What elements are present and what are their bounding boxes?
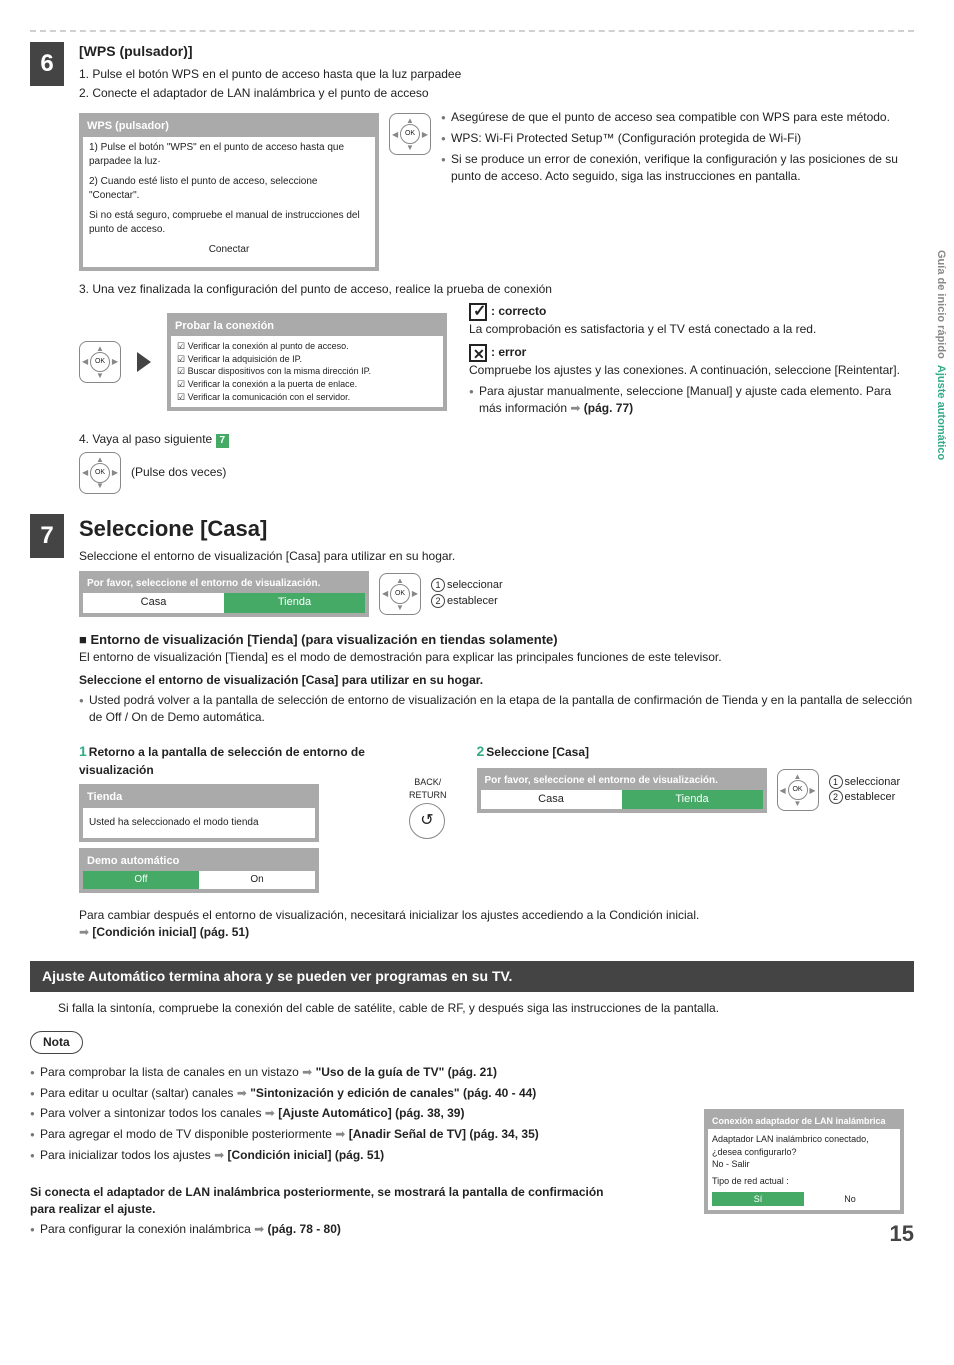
probar-header: Probar la conexión [171,317,443,336]
wlan-panel: Conexión adaptador de LAN inalámbrica Ad… [704,1109,904,1215]
wps-panel-l1: 1) Pulse el botón "WPS" en el punto de a… [89,141,369,169]
probar-c5: Verificar la comunicación con el servido… [177,391,437,404]
env-select-panel-2: Por favor, seleccione el entorno de visu… [477,768,767,813]
env-tienda: Tienda [224,593,365,612]
step6-line4: 4. Vaya al paso siguiente 7 [79,431,914,448]
x-icon [469,344,487,362]
step7-sub: Seleccione el entorno de visualización [… [79,548,914,565]
ok-button-icon-4: ▲▼◀▶ OK [379,573,421,615]
step6-line1: 1. Pulse el botón WPS en el punto de acc… [79,66,914,83]
wps-panel-header: WPS (pulsador) [83,117,375,136]
wps-connect: Conectar [89,243,369,257]
back-return-icon: ↺ [409,803,445,839]
nota-label: Nota [30,1031,83,1054]
step-6: 6 [WPS (pulsador)] 1. Pulse el botón WPS… [30,42,914,494]
tienda-panel-header: Tienda [83,788,315,807]
nota-2: Para editar u ocultar (saltar) canales ➡… [30,1085,914,1102]
correcto-row: : correcto [469,303,914,321]
step7-footer-ref: ➡ [Condición inicial] (pág. 51) [79,924,914,941]
wps-panel: WPS (pulsador) 1) Pulse el botón "WPS" e… [79,113,379,270]
correcto-text: La comprobación es satisfactoria y el TV… [469,321,914,338]
wps-note-2: WPS: Wi-Fi Protected Setup™ (Configuraci… [441,130,914,147]
probar-c1: Verificar la conexión al punto de acceso… [177,340,437,353]
demo-on: On [199,871,315,889]
step6-line2: 2. Conecte el adaptador de LAN inalámbri… [79,85,914,102]
env-casa: Casa [83,593,224,612]
tienda-panel-body: Usted ha seleccionado el modo tienda [83,808,315,838]
wlan-l1: Adaptador LAN inalámbrico conectado, ¿de… [712,1133,896,1158]
probar-c3: Buscar dispositivos con la misma direcci… [177,365,437,378]
probar-panel: Probar la conexión Verificar la conexión… [167,313,447,411]
step6-line3: 3. Una vez finalizada la configuración d… [79,281,914,298]
wlan-yes: Sí [712,1192,804,1207]
error-row: : error [469,344,914,362]
demo-panel: Demo automático Off On [79,848,319,893]
wps-panel-l2: 2) Cuando esté listo el punto de acceso,… [89,175,369,203]
ok-button-icon-2: ▲▼◀▶ OK [79,341,121,383]
sel-label: 1seleccionar [431,578,503,593]
ok-button-icon-3: ▲▼◀▶ OK [79,452,121,494]
step7-heading: Seleccione [Casa] [79,514,914,545]
sel-casa-bullet: Usted podrá volver a la pantalla de sele… [79,692,914,726]
probar-c2: Verificar la adquisición de IP. [177,353,437,366]
step-7: 7 Seleccione [Casa] Seleccione el entorn… [30,514,914,941]
auto-adjust-bar: Ajuste Automático termina ahora y se pue… [30,961,914,993]
wps-panel-l3: Si no está seguro, compruebe el manual d… [89,209,369,237]
back-label: BACK/ RETURN [409,776,447,801]
error-text: Compruebe los ajustes y las conexiones. … [469,362,914,379]
wps-notes: Asegúrese de que el punto de acceso sea … [441,109,914,184]
step-number-7: 7 [30,514,64,558]
error-bullet: Para ajustar manualmente, seleccione [Ma… [469,383,914,417]
wlan-panel-header: Conexión adaptador de LAN inalámbrica [708,1113,900,1130]
side-tab: Guía de inicio rápido Ajuste automático [933,250,948,460]
wlan-later-bullet: Para configurar la conexión inalámbrica … [30,1221,630,1238]
probar-c4: Verificar la conexión a la puerta de enl… [177,378,437,391]
wlan-l3: Tipo de red actual : [712,1175,896,1188]
est-label: 2establecer [431,594,503,609]
sel-casa-bold: Seleccione el entorno de visualización [… [79,672,914,689]
demo-header: Demo automático [83,852,315,871]
tienda-heading: Entorno de visualización [Tienda] (para … [79,631,914,649]
tienda-panel: Tienda Usted ha seleccionado el modo tie… [79,784,319,841]
step7-footer: Para cambiar después el entorno de visua… [79,907,914,924]
nota-1: Para comprobar la lista de canales en un… [30,1064,914,1081]
step-number-6: 6 [30,42,64,86]
env-select-panel: Por favor, seleccione el entorno de visu… [79,571,369,616]
auto-adjust-sub: Si falla la sintonía, compruebe la conex… [58,1000,914,1017]
wlan-l2: No - Salir [712,1158,896,1171]
wps-note-3: Si se produce un error de conexión, veri… [441,151,914,185]
ok-button-icon-5: ▲▼◀▶ OK [777,769,819,811]
wps-note-1: Asegúrese de que el punto de acceso sea … [441,109,914,126]
dashed-separator [30,30,914,32]
retorno-title: 1Retorno a la pantalla de selección de e… [79,742,379,778]
check-icon [469,303,487,321]
env-header: Por favor, seleccione el entorno de visu… [83,575,365,593]
page-number: 15 [890,1219,914,1250]
pulse-twice: (Pulse dos veces) [131,464,226,481]
tienda-text: El entorno de visualización [Tienda] es … [79,649,914,666]
ok-button-icon: ▲▼◀▶ OK [389,113,431,155]
step6-title: [WPS (pulsador)] [79,42,914,62]
wlan-later-title: Si conecta el adaptador de LAN inalámbri… [30,1184,630,1218]
demo-off: Off [83,871,199,889]
arrow-right-icon [137,352,151,372]
sel2-title: 2Seleccione [Casa] [477,742,915,762]
wlan-no: No [804,1192,896,1207]
